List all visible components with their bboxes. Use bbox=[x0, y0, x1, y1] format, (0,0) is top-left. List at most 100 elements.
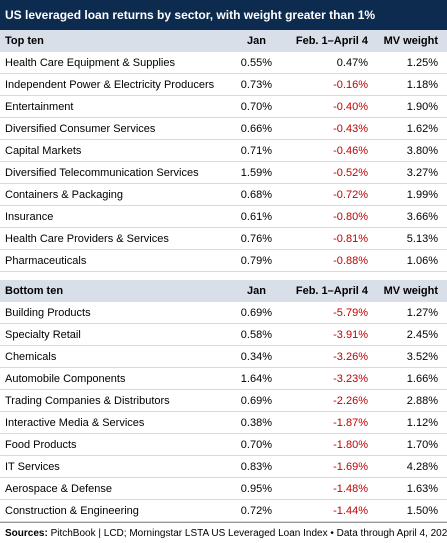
table-row: IT Services 0.83% -1.69% 4.28% bbox=[0, 456, 447, 478]
value-cell: 0.83% bbox=[240, 461, 272, 473]
value-cell: 0.79% bbox=[240, 255, 272, 267]
value-cell: 3.27% bbox=[406, 167, 438, 179]
table-row: Diversified Consumer Services 0.66% -0.43%… bbox=[0, 118, 447, 140]
value-cell: 0.70% bbox=[240, 439, 272, 451]
value-cell: 1.99% bbox=[406, 189, 438, 201]
table: Top ten Jan Feb. 1–April 4 MV weight Health … bbox=[0, 30, 447, 522]
sector-name: Food Products bbox=[5, 439, 77, 451]
value-cell: -0.72% bbox=[333, 189, 368, 201]
value-cell: 3.52% bbox=[406, 351, 438, 363]
value-cell: -2.26% bbox=[333, 395, 368, 407]
value-cell: 1.18% bbox=[406, 79, 438, 91]
value-cell: 0.66% bbox=[240, 123, 272, 135]
table-row: Food Products 0.70% -1.80% 1.70% bbox=[0, 434, 447, 456]
header-cell: Jan bbox=[247, 285, 266, 297]
sector-name: Entertainment bbox=[5, 101, 74, 113]
sector-name: Independent Power & Electricity Producer… bbox=[5, 79, 215, 91]
table-row: Containers & Packaging 0.68% -0.72% 1.99% bbox=[0, 184, 447, 206]
value-cell: 0.68% bbox=[240, 189, 272, 201]
value-cell: 3.66% bbox=[406, 211, 438, 223]
value-cell: 0.69% bbox=[240, 395, 272, 407]
sector-name: IT Services bbox=[5, 461, 60, 473]
section-header: Bottom ten Jan Feb. 1–April 4 MV weight bbox=[0, 280, 447, 302]
table-row: Health Care Providers & Services 0.76% -0.… bbox=[0, 228, 447, 250]
value-cell: 0.69% bbox=[240, 307, 272, 319]
value-cell: 0.73% bbox=[240, 79, 272, 91]
value-cell: 0.61% bbox=[240, 211, 272, 223]
value-cell: -0.52% bbox=[333, 167, 368, 179]
value-cell: 0.72% bbox=[240, 505, 272, 517]
value-cell: -3.23% bbox=[333, 373, 368, 385]
value-cell: -5.79% bbox=[333, 307, 368, 319]
value-cell: -0.88% bbox=[333, 255, 368, 267]
value-cell: -1.87% bbox=[333, 417, 368, 429]
table-row: Diversified Telecommunication Services 1.… bbox=[0, 162, 447, 184]
sector-name: Capital Markets bbox=[5, 145, 82, 157]
value-cell: 4.28% bbox=[406, 461, 438, 473]
header-cell: Top ten bbox=[5, 35, 44, 47]
value-cell: 0.58% bbox=[240, 329, 272, 341]
value-cell: 2.45% bbox=[406, 329, 438, 341]
table-row: Trading Companies & Distributors 0.69% -2.… bbox=[0, 390, 447, 412]
value-cell: 0.47% bbox=[336, 57, 368, 69]
sector-name: Interactive Media & Services bbox=[5, 417, 145, 429]
table-row: Chemicals 0.34% -3.26% 3.52% bbox=[0, 346, 447, 368]
table-row: Interactive Media & Services 0.38% -1.87% 1… bbox=[0, 412, 447, 434]
value-cell: 1.70% bbox=[406, 439, 438, 451]
value-cell: 1.12% bbox=[406, 417, 438, 429]
value-cell: 1.64% bbox=[240, 373, 272, 385]
header-cell: Jan bbox=[247, 35, 266, 47]
table-row: Insurance 0.61% -0.80% 3.66% bbox=[0, 206, 447, 228]
value-cell: -3.26% bbox=[333, 351, 368, 363]
value-cell: 0.76% bbox=[240, 233, 272, 245]
value-cell: 0.95% bbox=[240, 483, 272, 495]
table-row: Automobile Components 1.64% -3.23% 1.66% bbox=[0, 368, 447, 390]
sector-name: Health Care Equipment & Supplies bbox=[5, 57, 175, 69]
value-cell: -0.80% bbox=[333, 211, 368, 223]
sector-name: Containers & Packaging bbox=[5, 189, 124, 201]
value-cell: 0.70% bbox=[240, 101, 272, 113]
table-row: Aerospace & Defense 0.95% -1.48% 1.63% bbox=[0, 478, 447, 500]
header-cell: MV weight bbox=[383, 35, 438, 47]
source-text: PitchBook | LCD; Morningstar LSTA US Lev… bbox=[50, 528, 447, 539]
sector-name: Insurance bbox=[5, 211, 54, 223]
value-cell: 1.62% bbox=[406, 123, 438, 135]
sector-name: Aerospace & Defense bbox=[5, 483, 113, 495]
value-cell: 3.80% bbox=[406, 145, 438, 157]
sector-name: Diversified Telecommunication Services bbox=[5, 167, 199, 179]
value-cell: 0.71% bbox=[240, 145, 272, 157]
value-cell: -0.81% bbox=[333, 233, 368, 245]
value-cell: 2.88% bbox=[406, 395, 438, 407]
header-cell: Feb. 1–April 4 bbox=[295, 35, 368, 47]
value-cell: -0.46% bbox=[333, 145, 368, 157]
value-cell: 1.59% bbox=[240, 167, 272, 179]
sector-name: Construction & Engineering bbox=[5, 505, 139, 517]
value-cell: -1.69% bbox=[333, 461, 368, 473]
section-header: Top ten Jan Feb. 1–April 4 MV weight bbox=[0, 30, 447, 52]
header-cell: Bottom ten bbox=[5, 285, 64, 297]
value-cell: 1.27% bbox=[406, 307, 438, 319]
value-cell: 0.55% bbox=[240, 57, 272, 69]
table-row: Independent Power & Electricity Producer… bbox=[0, 74, 447, 96]
source-label: Sources: bbox=[5, 528, 48, 539]
sector-name: Building Products bbox=[5, 307, 91, 319]
value-cell: 0.34% bbox=[240, 351, 272, 363]
sector-name: Pharmaceuticals bbox=[5, 255, 87, 267]
section-gap bbox=[0, 272, 447, 280]
value-cell: -1.48% bbox=[333, 483, 368, 495]
value-cell: -1.44% bbox=[333, 505, 368, 517]
value-cell: -0.43% bbox=[333, 123, 368, 135]
sector-name: Diversified Consumer Services bbox=[5, 123, 156, 135]
value-cell: 1.06% bbox=[406, 255, 438, 267]
value-cell: 0.38% bbox=[240, 417, 272, 429]
table-row: Pharmaceuticals 0.79% -0.88% 1.06% bbox=[0, 250, 447, 272]
value-cell: 1.90% bbox=[406, 101, 438, 113]
header-cell: Feb. 1–April 4 bbox=[295, 285, 368, 297]
table-row: Specialty Retail 0.58% -3.91% 2.45% bbox=[0, 324, 447, 346]
footer: Sources: PitchBook | LCD; Morningstar LS… bbox=[0, 522, 447, 543]
title: US leveraged loan returns by sector, wit… bbox=[0, 0, 447, 30]
value-cell: -0.40% bbox=[333, 101, 368, 113]
value-cell: -3.91% bbox=[333, 329, 368, 341]
value-cell: 1.50% bbox=[406, 505, 438, 517]
